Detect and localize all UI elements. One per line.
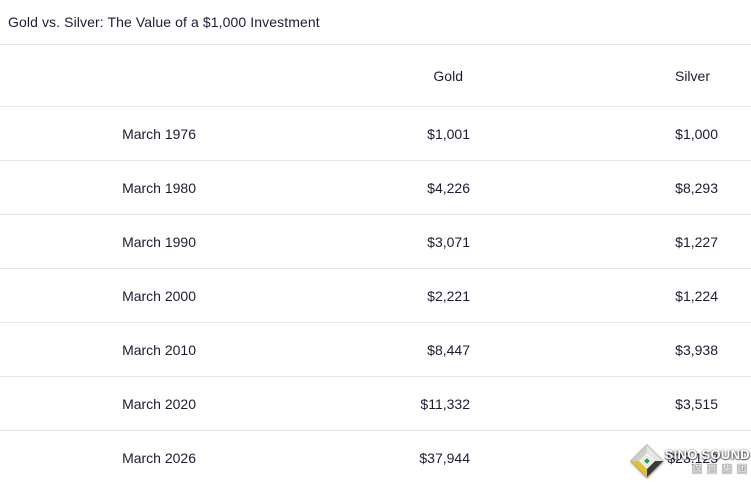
gold-value-cell: $3,071 (196, 214, 470, 269)
table-row: March 2020 $11,332 $3,515 (0, 376, 751, 431)
year-cell: March 1990 (0, 214, 196, 269)
table-row: March 1976 $1,001 $1,000 (0, 107, 751, 161)
column-header-silver: Silver (470, 45, 751, 107)
year-cell: March 2000 (0, 268, 196, 323)
year-cell: March 2020 (0, 376, 196, 431)
gold-value-cell: $2,221 (196, 268, 470, 323)
table-row: March 1980 $4,226 $8,293 (0, 160, 751, 215)
table-row: March 2000 $2,221 $1,224 (0, 268, 751, 323)
year-cell: March 2026 (0, 430, 196, 485)
year-cell: March 2010 (0, 322, 196, 377)
table-row: March 1990 $3,071 $1,227 (0, 214, 751, 269)
gold-value-cell: $37,944 (196, 430, 470, 485)
silver-value-cell: $3,938 (470, 322, 751, 377)
silver-value-cell: $8,293 (470, 160, 751, 215)
silver-value-cell: $1,224 (470, 268, 751, 323)
silver-value-cell: $23,123 (470, 430, 751, 485)
silver-value-cell: $1,000 (675, 125, 718, 142)
year-cell: March 1976 (122, 125, 196, 142)
gold-silver-table: Gold Silver March 1976 $1,001 $1,000 Mar… (0, 45, 751, 485)
silver-value-cell: $3,515 (470, 376, 751, 431)
column-header-period (0, 45, 196, 107)
silver-value-cell: $1,227 (470, 214, 751, 269)
table-row: March 2010 $8,447 $3,938 (0, 322, 751, 377)
page-title: Gold vs. Silver: The Value of a $1,000 I… (0, 0, 751, 45)
year-cell: March 1980 (0, 160, 196, 215)
gold-value-cell: $8,447 (196, 322, 470, 377)
gold-value-cell: $4,226 (196, 160, 470, 215)
header-row: Gold Silver (0, 45, 751, 107)
gold-value-cell: $11,332 (196, 376, 470, 431)
column-header-gold: Gold (196, 45, 470, 107)
gold-value-cell: $1,001 (427, 125, 470, 142)
table-row: March 2026 $37,944 $23,123 (0, 430, 751, 485)
